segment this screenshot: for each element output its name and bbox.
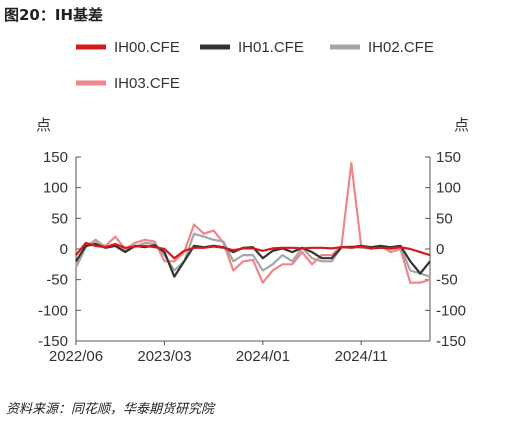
x-tick-label: 2022/06: [49, 348, 103, 365]
x-tick-label: 2023/03: [137, 348, 191, 365]
y-tick-label-left: 0: [60, 241, 68, 258]
y-tick-label-left: -150: [38, 333, 68, 350]
legend-label-ih02-cfe: IH02.CFE: [368, 39, 434, 56]
legend-label-ih03-cfe: IH03.CFE: [114, 75, 180, 92]
y-tick-label-left: 50: [51, 210, 68, 227]
series-line-ih02-cfe: [75, 232, 431, 278]
series-line-ih00-cfe: [75, 241, 431, 260]
chart-legend: IH00.CFE IH01.CFE IH02.CFE IH03.CFE: [76, 39, 434, 92]
figure-title: 图20：IH基差: [4, 6, 104, 24]
y-tick-label-right: 150: [436, 149, 461, 166]
y-tick-label-right: -150: [436, 333, 466, 350]
y-axis-unit-left: 点: [36, 117, 51, 134]
y-tick-label-right: 100: [436, 180, 461, 197]
y-tick-label-right: 0: [436, 241, 444, 258]
y-tick-label-left: 150: [43, 149, 68, 166]
y-tick-label-left: 100: [43, 180, 68, 197]
y-tick-label-right: -100: [436, 302, 466, 319]
legend-label-ih00-cfe: IH00.CFE: [114, 39, 180, 56]
source-note: 资料来源：同花顺，华泰期货研究院: [6, 402, 215, 417]
x-tick-label: 2024/01: [236, 348, 290, 365]
legend-label-ih01-cfe: IH01.CFE: [238, 39, 304, 56]
chart-series-group: [75, 162, 431, 284]
y-tick-label-right: -50: [436, 272, 458, 289]
y-axis-unit-right: 点: [454, 117, 469, 134]
y-tick-label-right: 50: [436, 210, 453, 227]
x-tick-label: 2024/11: [335, 348, 388, 365]
y-tick-label-left: -50: [46, 272, 68, 289]
y-tick-label-left: -100: [38, 302, 68, 319]
series-line-ih03-cfe: [75, 162, 431, 284]
chart-axes: 150 150 100 100 50 50 0 0 -50 -50 -100 -100 -150 -150…: [38, 149, 466, 365]
